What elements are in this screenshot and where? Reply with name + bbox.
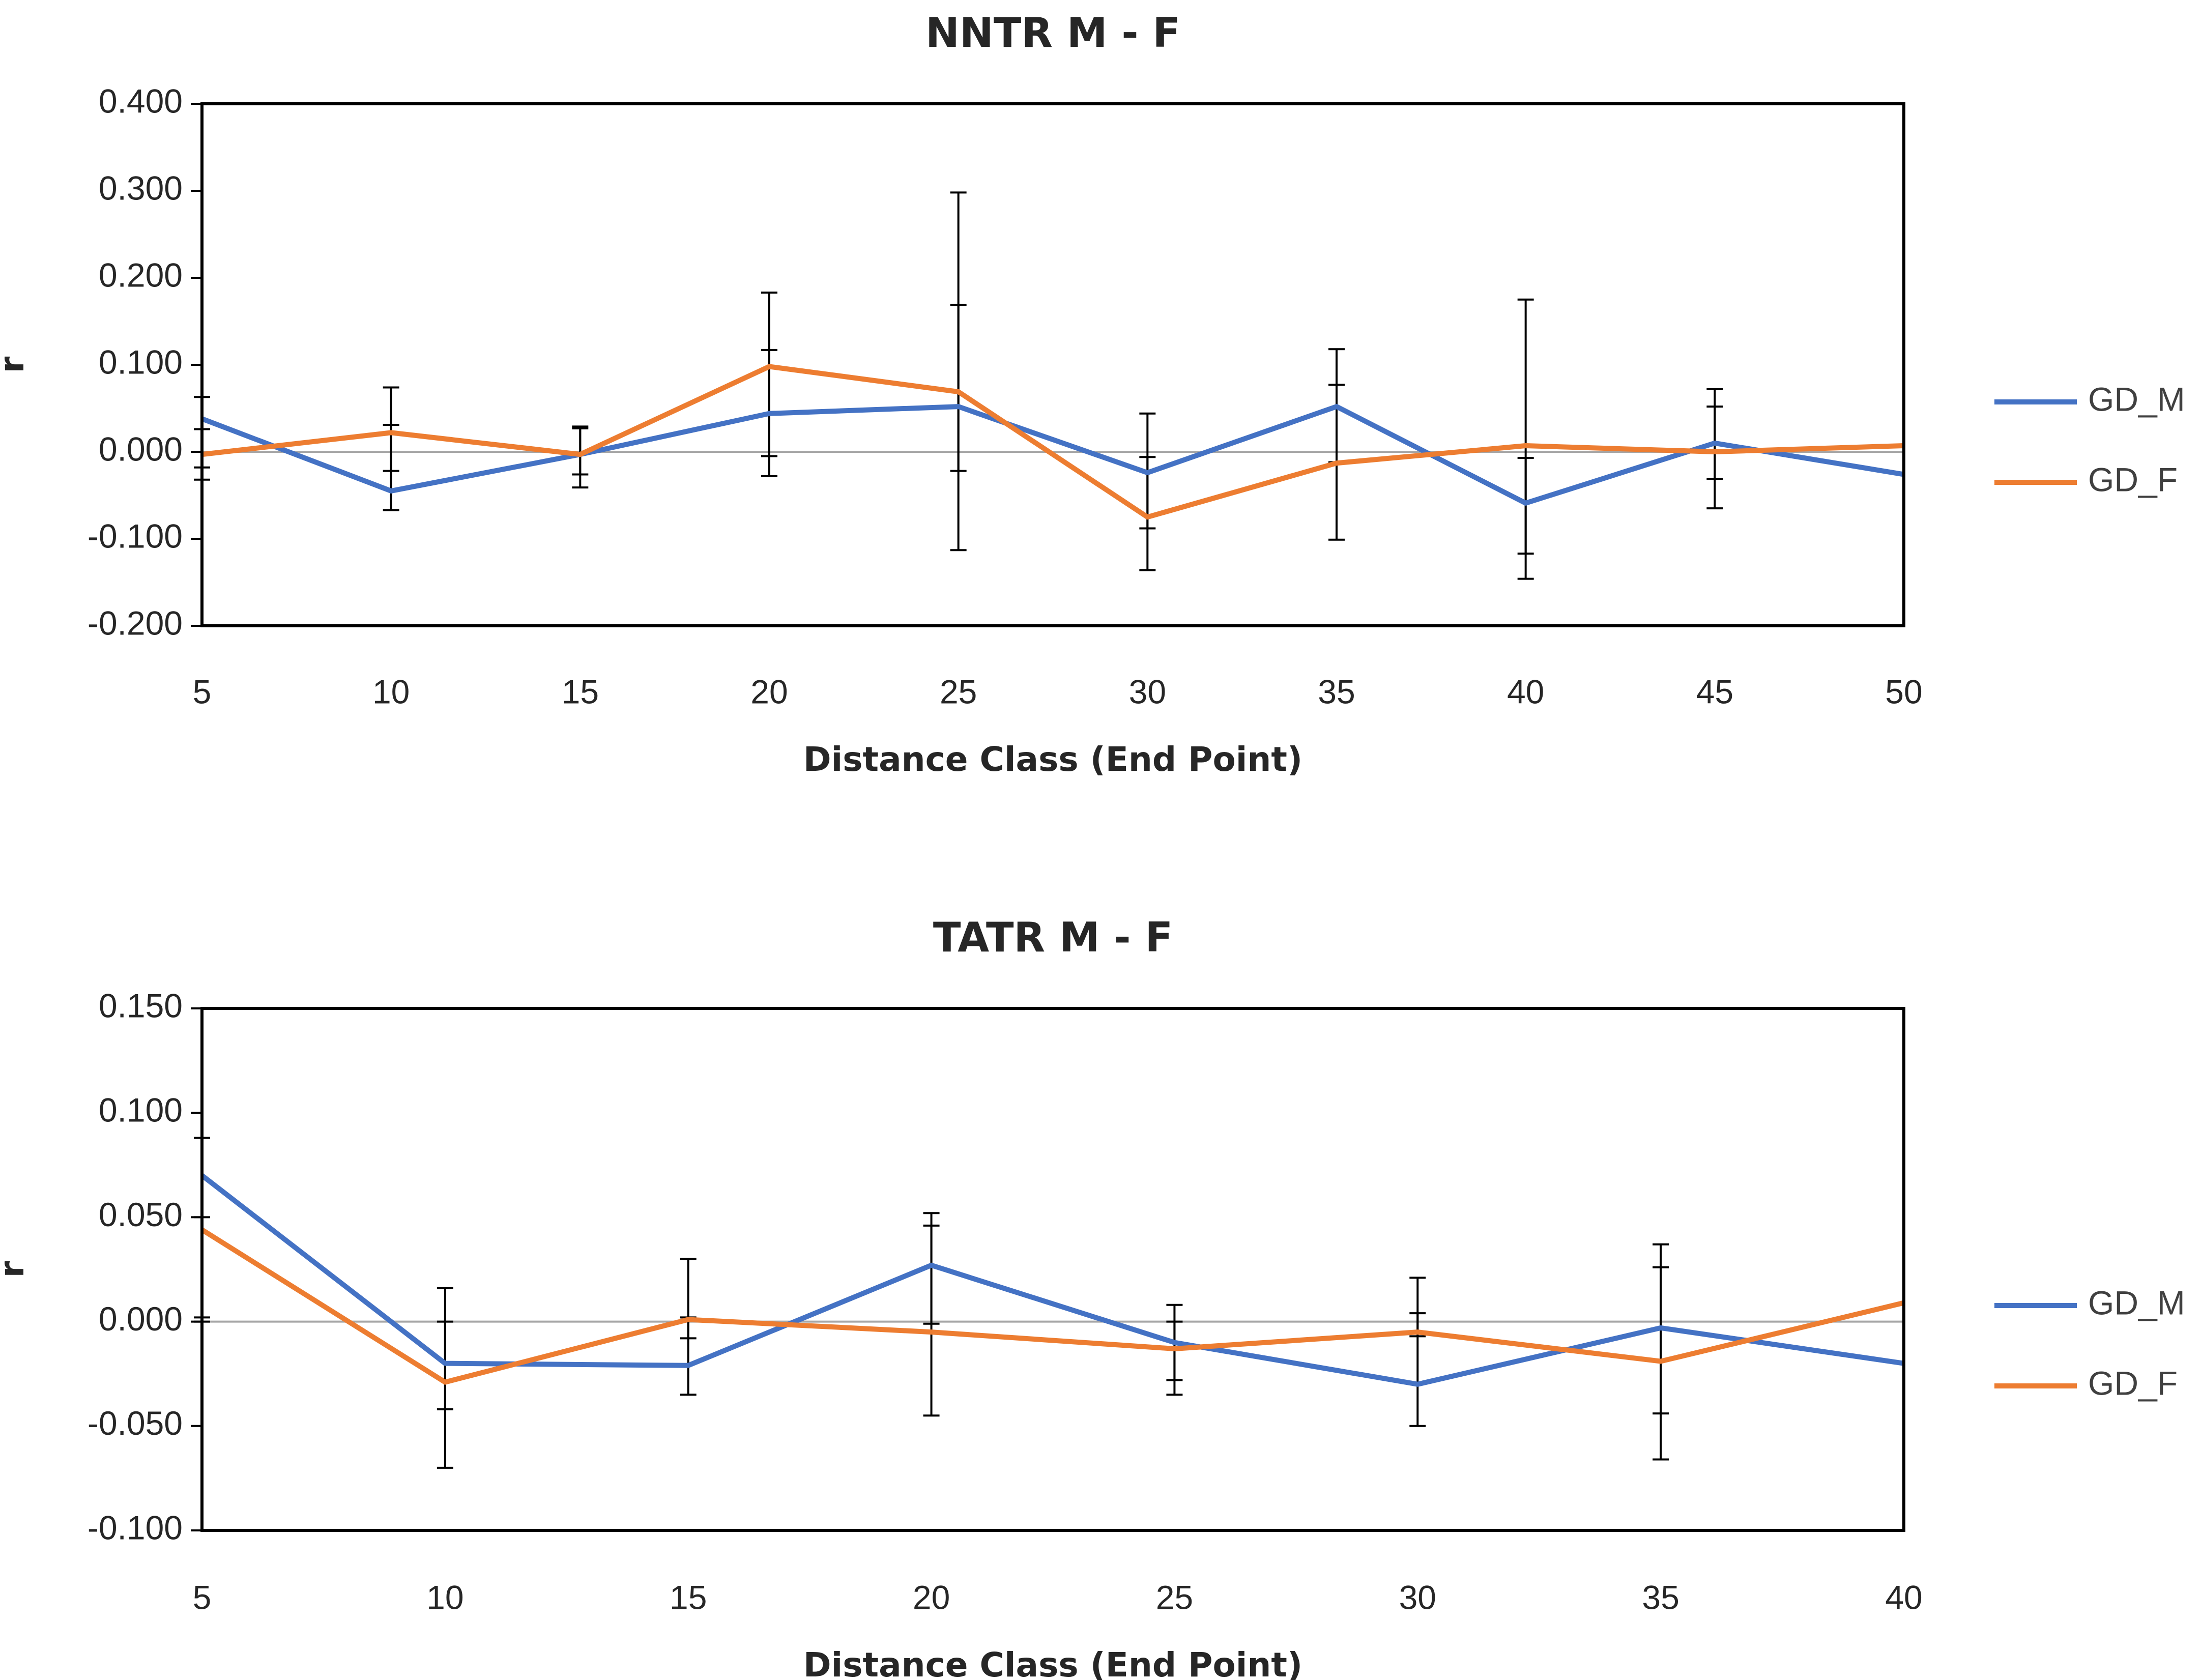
y-tick-label: 0.400 xyxy=(99,82,183,120)
y-tick-label: -0.100 xyxy=(88,517,183,555)
y-tick-label: 0.100 xyxy=(99,1091,183,1129)
y-axis-title: r xyxy=(0,1261,32,1278)
x-tick-label: 20 xyxy=(913,1578,950,1616)
chart-title: NNTR M - F xyxy=(925,9,1180,56)
plot-frame xyxy=(200,1007,1905,1532)
y-tick-label: 0.200 xyxy=(99,256,183,294)
x-axis-title: Distance Class (End Point) xyxy=(803,1645,1302,1680)
x-tick-label: 25 xyxy=(940,673,977,710)
y-tick-label: 0.050 xyxy=(99,1196,183,1233)
x-tick-label: 10 xyxy=(372,673,410,710)
x-tick-label: 35 xyxy=(1318,673,1355,710)
legend-label-gd-m: GD_M xyxy=(2088,380,2185,418)
legend-label-gd-m: GD_M xyxy=(2088,1284,2185,1321)
x-tick-label: 30 xyxy=(1129,673,1166,710)
x-tick-label: 15 xyxy=(670,1578,707,1616)
series-line-gd-m xyxy=(201,404,1904,506)
x-tick-label: 10 xyxy=(426,1578,463,1616)
y-tick-label: 0.000 xyxy=(99,430,183,468)
x-tick-label: 30 xyxy=(1399,1578,1436,1616)
y-tick-label: 0.100 xyxy=(99,343,183,381)
chart-nntr: NNTR M - F -0.200 -0.100 0.000 0.100 0.200 0.3… xyxy=(0,9,2185,779)
y-tick-label: 0.300 xyxy=(99,169,183,207)
chart-tatr: TATR M - F -0.100 -0.050 0.000 0.050 0.100 0.1… xyxy=(0,914,2185,1680)
y-tick-label: 0.150 xyxy=(99,987,183,1024)
x-tick-label: 5 xyxy=(193,673,212,710)
x-tick-label: 40 xyxy=(1885,1578,1922,1616)
y-tick-label: 0.000 xyxy=(99,1300,183,1338)
y-tick-label: -0.100 xyxy=(88,1509,183,1546)
x-tick-label: 20 xyxy=(750,673,788,710)
x-tick-label: 45 xyxy=(1696,673,1733,710)
x-tick-label: 5 xyxy=(193,1578,212,1616)
x-tick-label: 35 xyxy=(1642,1578,1679,1616)
x-axis-title: Distance Class (End Point) xyxy=(803,740,1302,779)
series-line-gd-f xyxy=(201,364,1904,520)
y-tick-label: -0.050 xyxy=(88,1404,183,1442)
y-tick-label: -0.200 xyxy=(88,604,183,642)
series-line-gd-f xyxy=(200,1227,1905,1385)
x-tick-label: 40 xyxy=(1507,673,1544,710)
legend-label-gd-f: GD_F xyxy=(2088,460,2178,498)
x-tick-label: 15 xyxy=(562,673,599,710)
x-tick-label: 25 xyxy=(1156,1578,1193,1616)
series-line-gd-m xyxy=(200,1173,1904,1387)
x-tick-label: 50 xyxy=(1885,673,1922,710)
legend-label-gd-f: GD_F xyxy=(2088,1364,2178,1402)
chart-title: TATR M - F xyxy=(933,914,1173,961)
y-axis-title: r xyxy=(0,356,32,373)
plot-frame xyxy=(200,102,1905,627)
